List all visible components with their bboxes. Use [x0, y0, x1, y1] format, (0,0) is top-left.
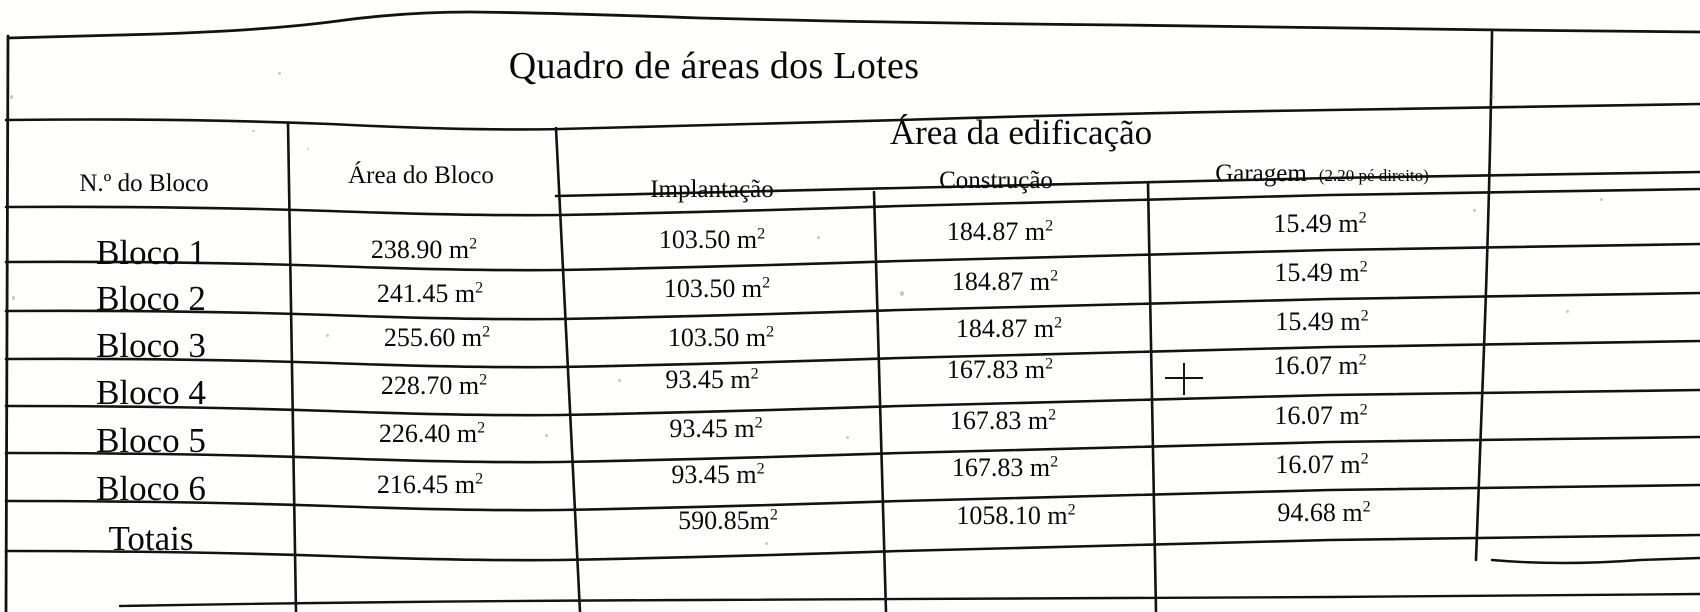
scan-speck — [12, 296, 15, 300]
column-header-garagem-note: (2.20 pé direito) — [1318, 166, 1429, 185]
table-row: Bloco 4 — [96, 373, 206, 412]
cell-construcao: 167.83 m2 — [949, 406, 1057, 435]
scan-speck — [765, 542, 768, 545]
cell-garagem: 15.49 m2 — [1274, 258, 1368, 287]
cell-implantacao: 93.45 m2 — [665, 365, 759, 394]
totals-implantacao: 590.85m2 — [678, 506, 778, 535]
column-header-implantacao: Implantação — [650, 176, 774, 203]
table-row: Bloco 5 — [96, 421, 206, 460]
column-header-garagem: Garagem (2.20 pé direito) — [1215, 161, 1429, 186]
group-header-area-da-edificacao: Área da edificação — [889, 113, 1153, 152]
cell-area-bloco: 255.60 m2 — [383, 323, 491, 352]
scan-speck — [545, 434, 548, 437]
cell-implantacao: 93.45 m2 — [671, 460, 765, 489]
scan-speck — [1491, 95, 1494, 98]
cell-implantacao: 103.50 m2 — [658, 225, 766, 254]
scan-speck — [278, 72, 281, 75]
column-header-construcao: Construção — [939, 167, 1053, 194]
cell-garagem: 16.07 m2 — [1274, 401, 1368, 430]
cell-area-bloco: 241.45 m2 — [376, 279, 484, 308]
scan-speck — [307, 148, 309, 150]
cell-area-bloco: 228.70 m2 — [380, 371, 488, 400]
survey-crosshair-mark — [1165, 363, 1205, 397]
column-header-bloco: N.º do Bloco — [79, 170, 209, 197]
cell-construcao: 167.83 m2 — [951, 453, 1059, 482]
column-header-area-do-bloco: Área do Bloco — [348, 162, 494, 189]
totals-construcao: 1058.10 m2 — [956, 501, 1076, 530]
scan-speck — [10, 95, 13, 99]
cell-garagem: 16.07 m2 — [1273, 351, 1367, 380]
scan-speck — [900, 291, 904, 296]
cell-area-bloco: 216.45 m2 — [376, 470, 484, 499]
cell-area-bloco: 226.40 m2 — [378, 419, 486, 448]
scan-speck — [1600, 198, 1603, 201]
cell-garagem: 15.49 m2 — [1275, 307, 1369, 336]
cell-construcao: 184.87 m2 — [946, 217, 1054, 246]
cell-construcao: 184.87 m2 — [951, 267, 1059, 296]
table-row: Bloco 2 — [96, 279, 206, 318]
table-row: Bloco 1 — [96, 233, 206, 272]
cell-construcao: 167.83 m2 — [946, 355, 1054, 384]
page-title: Quadro de áreas dos Lotes — [508, 45, 920, 87]
scan-speck — [618, 379, 621, 382]
column-header-garagem-label: Garagem — [1215, 160, 1307, 187]
cell-garagem: 15.49 m2 — [1273, 209, 1367, 238]
totals-row-label: Totais — [108, 519, 194, 558]
scan-speck — [252, 130, 255, 132]
cell-implantacao: 103.50 m2 — [667, 323, 775, 352]
cell-construcao: 184.87 m2 — [955, 314, 1063, 343]
cell-area-bloco: 238.90 m2 — [370, 235, 478, 264]
table-row: Bloco 6 — [96, 469, 206, 508]
scan-speck — [846, 436, 849, 439]
cell-implantacao: 93.45 m2 — [669, 414, 763, 443]
table-row: Bloco 3 — [96, 326, 206, 365]
cell-implantacao: 103.50 m2 — [663, 274, 771, 303]
cell-garagem: 16.07 m2 — [1275, 450, 1369, 479]
totals-garagem: 94.68 m2 — [1277, 498, 1371, 527]
scan-speck — [817, 236, 820, 239]
scan-speck — [326, 334, 329, 337]
scan-speck — [1473, 209, 1476, 212]
scan-speck — [1566, 310, 1569, 313]
